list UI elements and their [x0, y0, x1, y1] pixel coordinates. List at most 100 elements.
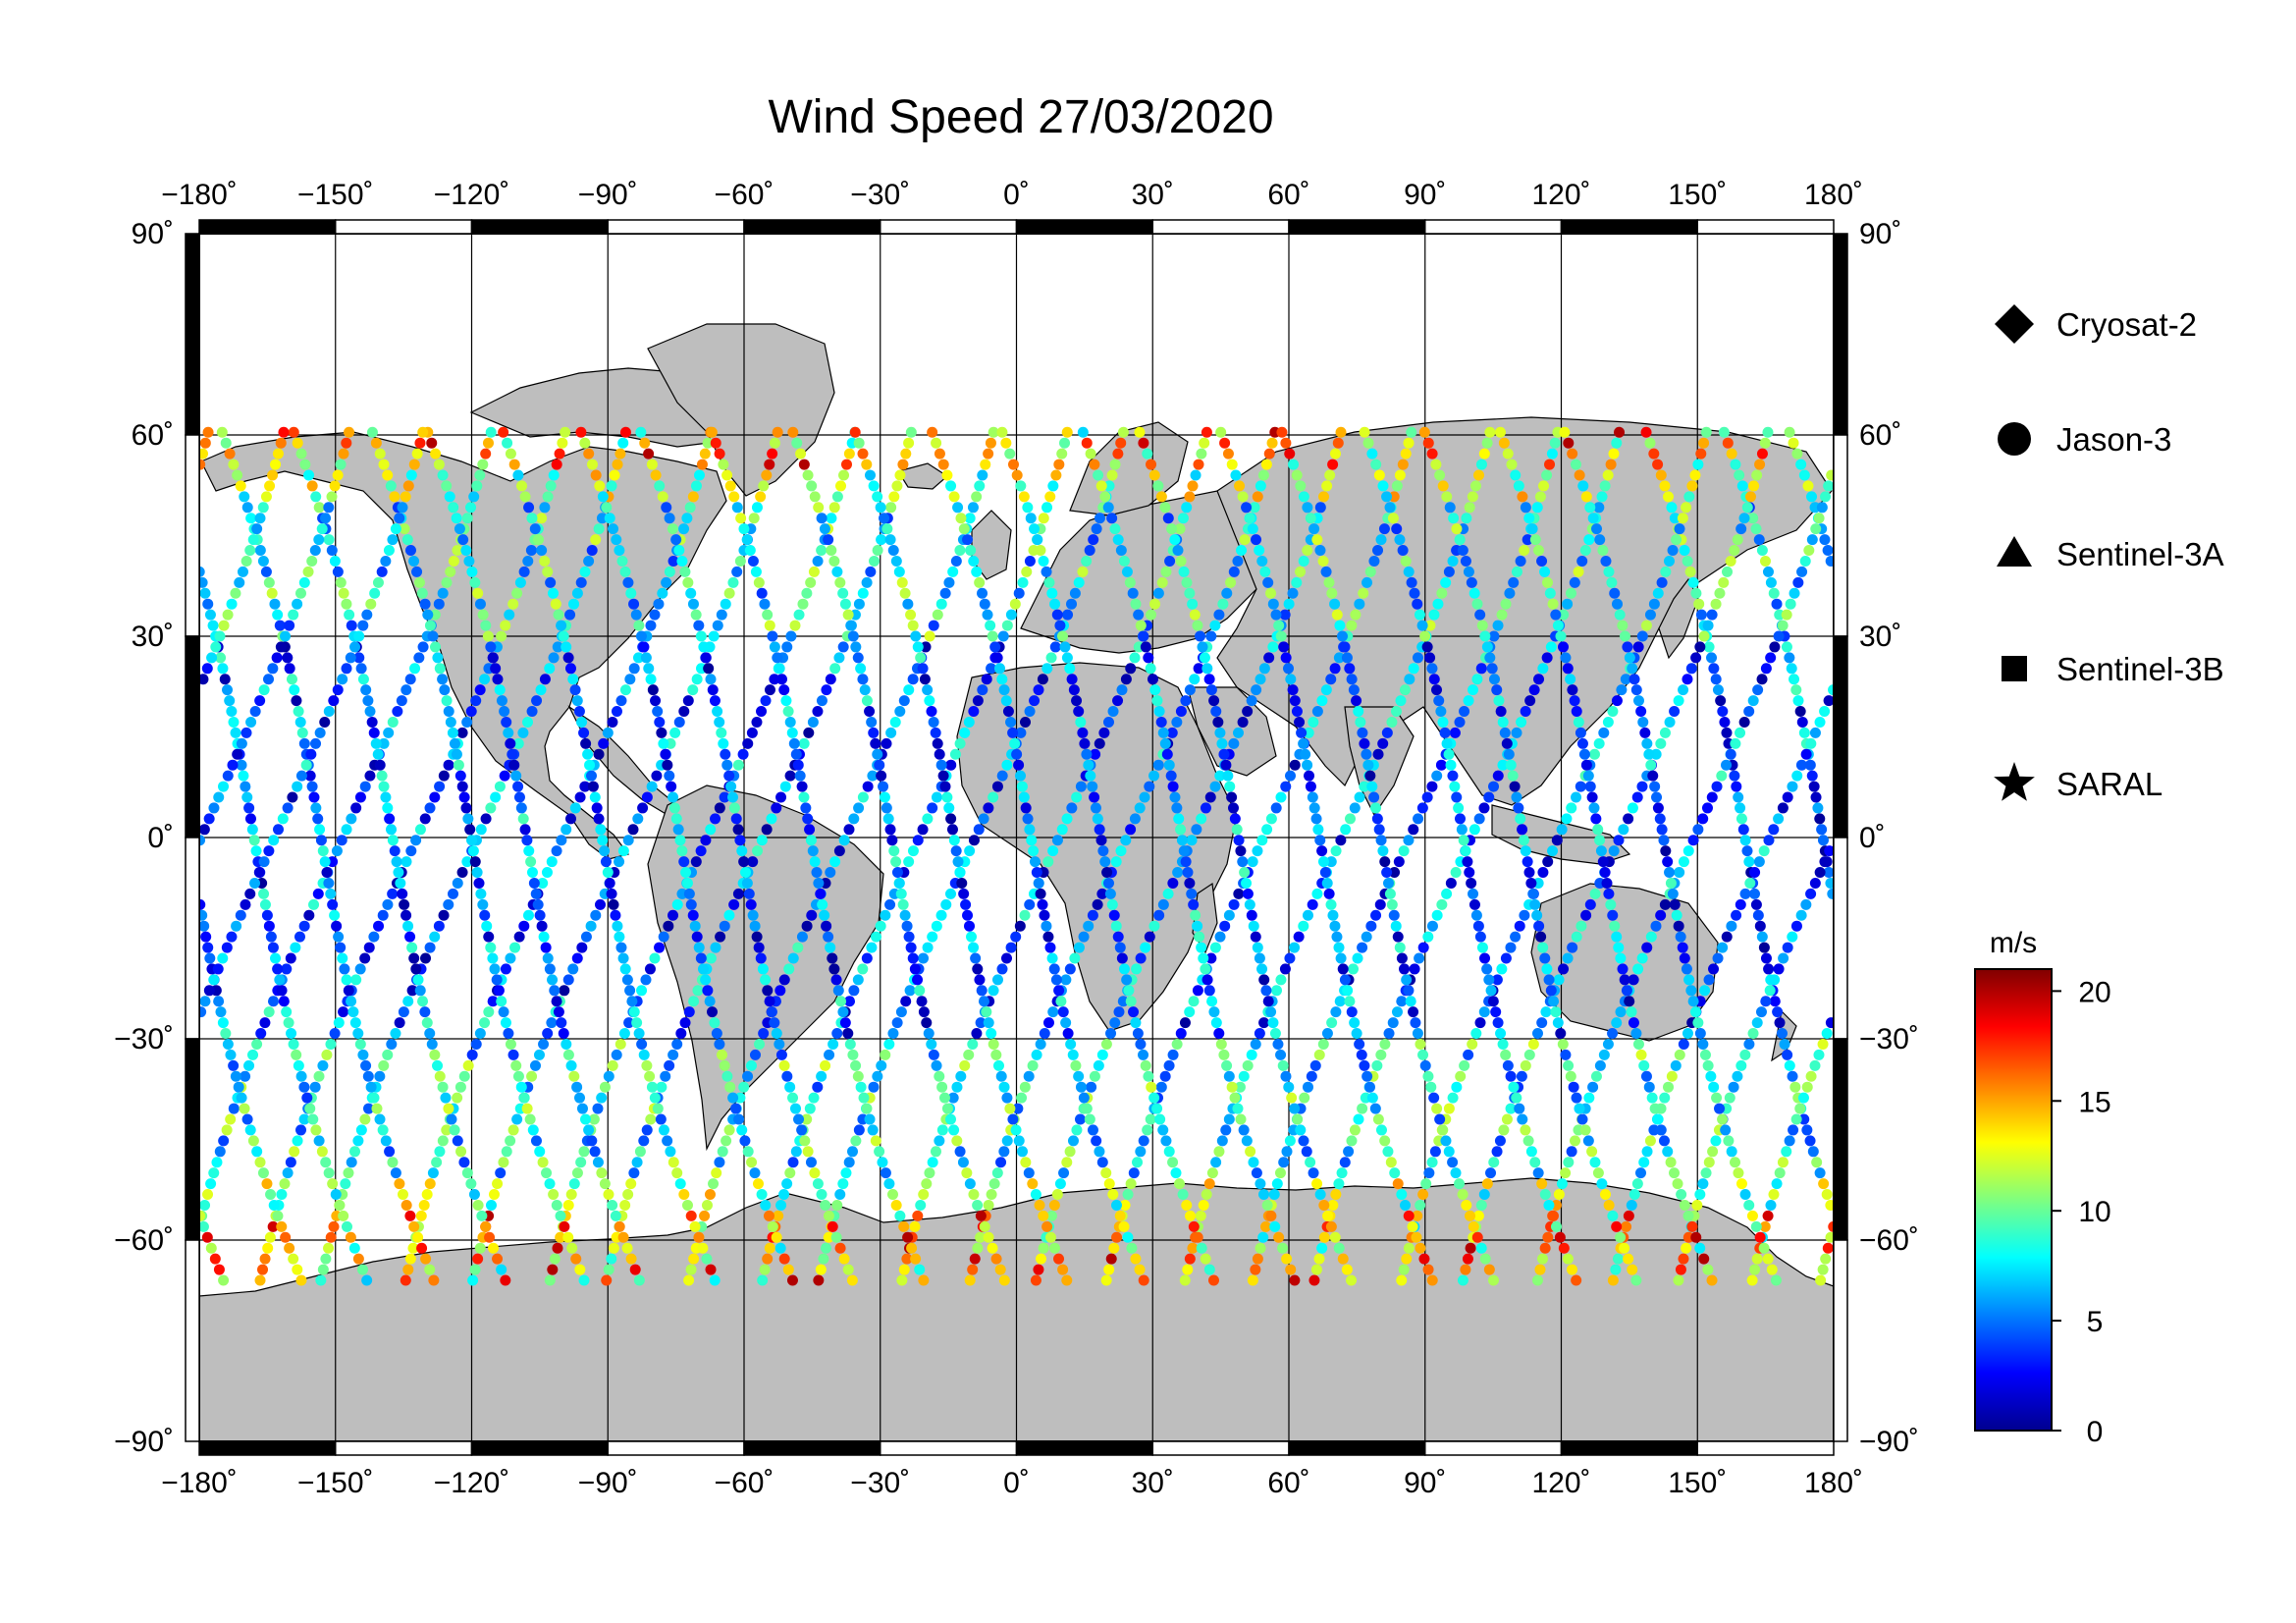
- track-point: [1262, 576, 1274, 588]
- track-point: [764, 620, 775, 631]
- track-point: [1132, 1157, 1144, 1168]
- track-point: [473, 877, 485, 889]
- track-point: [243, 1059, 255, 1071]
- track-point: [1685, 663, 1697, 675]
- track-point: [1550, 1220, 1562, 1232]
- track-point: [200, 931, 212, 943]
- track-point: [1375, 1124, 1387, 1136]
- star-marker-icon: [1994, 762, 2035, 801]
- track-point: [1398, 845, 1410, 857]
- track-point: [1537, 942, 1549, 953]
- track-point: [1817, 835, 1829, 846]
- frame-segment: [185, 635, 200, 839]
- track-point: [801, 920, 813, 932]
- track-point: [1260, 459, 1272, 470]
- track-point: [1323, 888, 1335, 899]
- track-point: [680, 867, 692, 879]
- track-point: [720, 598, 731, 610]
- track-point: [465, 706, 477, 718]
- track-point: [718, 737, 729, 749]
- track-point: [991, 781, 1003, 792]
- track-point: [498, 426, 509, 438]
- lon-tick-label-top: 60˚: [1267, 179, 1309, 211]
- track-point: [1018, 791, 1030, 803]
- track-point: [1786, 663, 1797, 675]
- track-point: [843, 1157, 855, 1168]
- track-point: [490, 791, 502, 803]
- track-point: [956, 877, 968, 889]
- track-point: [1608, 448, 1620, 460]
- track-point: [241, 502, 253, 514]
- track-point: [1289, 1274, 1301, 1286]
- track-point: [237, 566, 248, 577]
- track-point: [1462, 1253, 1473, 1265]
- track-point: [470, 1038, 482, 1050]
- track-point: [907, 845, 919, 857]
- track-point: [809, 491, 821, 503]
- track-point: [1331, 609, 1343, 621]
- track-point: [608, 898, 619, 910]
- track-point: [386, 1038, 398, 1050]
- track-point: [1643, 748, 1655, 760]
- track-point: [1262, 996, 1274, 1007]
- track-point: [1499, 727, 1511, 738]
- track-point: [630, 609, 642, 621]
- track-point: [1298, 555, 1309, 567]
- track-point: [935, 598, 947, 610]
- track-point: [493, 985, 505, 997]
- track-point: [872, 1070, 883, 1082]
- track-point: [1273, 1231, 1285, 1243]
- track-point: [750, 566, 762, 577]
- track-point: [1256, 555, 1268, 567]
- track-point: [1163, 759, 1175, 771]
- track-point: [1710, 598, 1722, 610]
- track-point: [1245, 1146, 1256, 1158]
- track-point: [1204, 791, 1216, 803]
- track-point: [1635, 1049, 1647, 1060]
- track-point: [402, 920, 414, 932]
- track-point: [276, 1189, 288, 1201]
- track-point: [992, 1059, 1004, 1071]
- track-point: [1379, 1135, 1391, 1147]
- track-point: [1590, 813, 1602, 825]
- track-point: [1354, 1038, 1365, 1050]
- track-point: [1768, 587, 1780, 599]
- track-point: [552, 641, 563, 653]
- track-point: [408, 459, 420, 470]
- track-point: [1450, 867, 1462, 879]
- track-point: [1005, 942, 1017, 953]
- track-point: [614, 545, 625, 557]
- track-point: [468, 491, 480, 503]
- track-point: [1247, 1274, 1258, 1286]
- track-point: [816, 513, 828, 524]
- track-point: [1609, 587, 1621, 599]
- track-point: [1422, 1070, 1434, 1082]
- track-point: [1408, 1006, 1419, 1018]
- track-point: [337, 952, 348, 964]
- track-point: [1539, 1242, 1551, 1254]
- track-point: [1753, 534, 1765, 546]
- track-point: [424, 1178, 436, 1190]
- track-point: [1322, 1210, 1334, 1221]
- track-point: [1669, 1167, 1681, 1179]
- track-point: [457, 534, 469, 546]
- track-point: [1246, 909, 1257, 921]
- track-point: [646, 781, 658, 792]
- track-point: [644, 1070, 656, 1082]
- track-point: [905, 609, 917, 621]
- track-point: [1744, 491, 1756, 503]
- track-point: [886, 1189, 898, 1201]
- track-point: [818, 1253, 829, 1265]
- track-point: [721, 1070, 733, 1082]
- track-point: [1573, 716, 1584, 728]
- track-point: [734, 555, 746, 567]
- track-point: [1670, 1059, 1682, 1071]
- track-point: [1711, 1092, 1723, 1104]
- track-point: [1586, 1146, 1598, 1158]
- track-point: [774, 1242, 786, 1254]
- track-point: [927, 1157, 938, 1168]
- track-point: [1511, 566, 1522, 577]
- track-point: [1192, 920, 1203, 932]
- track-point: [1316, 695, 1328, 707]
